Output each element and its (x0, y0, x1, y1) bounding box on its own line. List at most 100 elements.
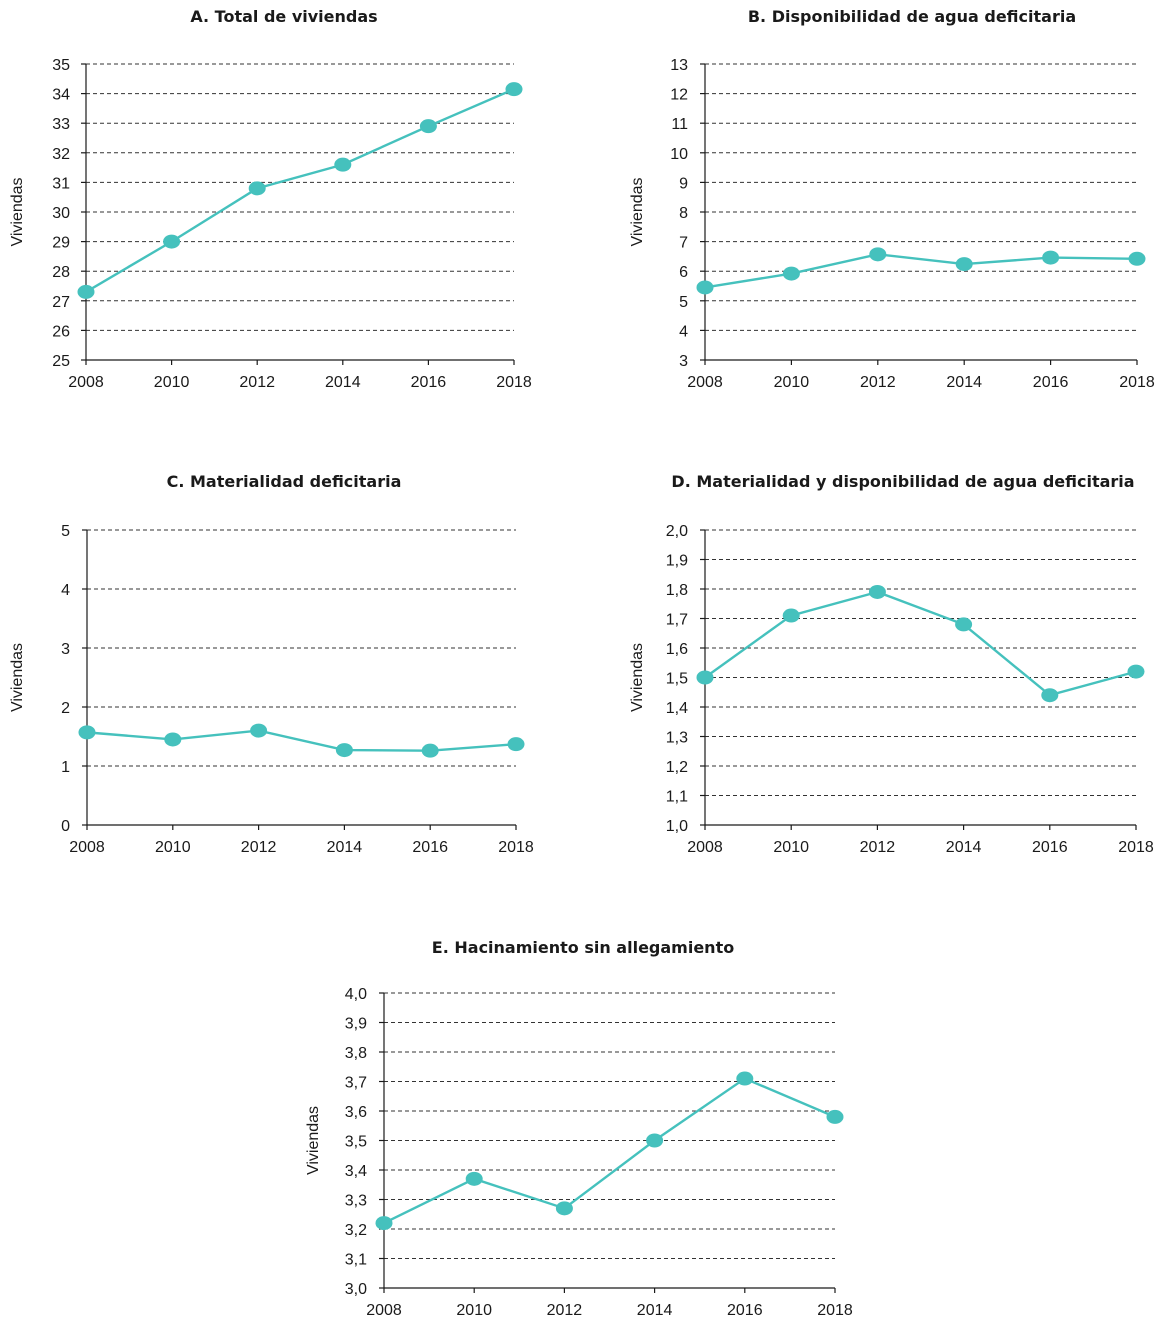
x-tick-label: 2008 (366, 1302, 402, 1319)
data-point (250, 723, 268, 738)
series-line (383, 1077, 836, 1225)
x-tick-label: 2010 (773, 839, 809, 856)
chart-panel: D. Materialidad y disponibilidad de agua… (629, 472, 1154, 856)
y-tick-label: 27 (52, 294, 70, 311)
y-tick-label: 3,1 (345, 1252, 367, 1269)
x-tick-label: 2012 (239, 374, 275, 391)
y-tick-label: 5 (679, 294, 688, 311)
y-tick-label: 3,3 (345, 1193, 367, 1210)
x-tick-label: 2012 (860, 374, 896, 391)
y-tick-label: 3,7 (345, 1075, 367, 1092)
y-tick-label: 7 (679, 235, 688, 252)
y-tick-label: 3,9 (345, 1016, 367, 1033)
y-tick-label: 10 (670, 146, 688, 163)
data-point (782, 608, 800, 623)
y-tick-label: 11 (671, 116, 688, 133)
data-point (1127, 664, 1145, 679)
y-tick-label: 3,6 (345, 1104, 367, 1121)
y-tick-label: 28 (52, 264, 70, 281)
x-tick-label: 2010 (154, 374, 190, 391)
y-tick-label: 1,6 (666, 641, 688, 658)
data-point (555, 1201, 573, 1216)
chart-title: E. Hacinamiento sin allegamiento (432, 938, 734, 957)
data-point (421, 743, 439, 758)
y-tick-label: 29 (52, 235, 70, 252)
x-tick-label: 2016 (1032, 839, 1068, 856)
y-tick-label: 4 (679, 323, 688, 340)
x-tick-label: 2012 (547, 1302, 583, 1319)
x-tick-label: 2010 (774, 374, 810, 391)
data-point (505, 82, 523, 97)
data-point (782, 266, 800, 281)
data-point (955, 617, 973, 632)
y-tick-label: 1,1 (666, 789, 688, 806)
y-tick-label: 12 (670, 87, 688, 104)
chart-panel: A. Total de viviendas Viviendas 25 26 27 28 29… (9, 7, 532, 391)
data-point (1128, 251, 1146, 266)
y-tick-label: 26 (52, 323, 70, 340)
series-line (85, 88, 515, 293)
y-axis-label: Viviendas (629, 643, 646, 712)
y-tick-label: 4,0 (345, 986, 367, 1003)
y-tick-label: 34 (52, 87, 70, 104)
y-tick-label: 31 (52, 175, 70, 192)
y-tick-label: 13 (670, 57, 688, 74)
data-point (419, 119, 437, 134)
data-point (696, 670, 714, 685)
y-tick-label: 1,4 (666, 700, 688, 717)
y-tick-label: 3,2 (345, 1222, 367, 1239)
data-point (826, 1109, 844, 1124)
x-tick-label: 2016 (411, 374, 447, 391)
y-tick-label: 0 (61, 818, 70, 835)
x-tick-label: 2008 (69, 839, 105, 856)
data-point (1041, 688, 1059, 703)
y-tick-label: 35 (52, 57, 70, 74)
y-tick-label: 3 (61, 641, 70, 658)
chart-title: D. Materialidad y disponibilidad de agua… (671, 472, 1134, 491)
data-point (736, 1071, 754, 1086)
data-point (465, 1171, 483, 1186)
data-point (164, 732, 182, 747)
y-tick-label: 3,0 (345, 1281, 367, 1298)
x-tick-label: 2016 (1033, 374, 1069, 391)
x-tick-label: 2012 (241, 839, 277, 856)
x-tick-label: 2010 (155, 839, 191, 856)
data-point (696, 280, 714, 295)
y-tick-label: 3 (679, 353, 688, 370)
x-tick-label: 2008 (68, 374, 104, 391)
x-tick-label: 2018 (1118, 839, 1154, 856)
x-tick-label: 2008 (687, 374, 723, 391)
y-tick-label: 2 (61, 700, 70, 717)
x-tick-label: 2010 (456, 1302, 492, 1319)
chart-title: B. Disponibilidad de agua deficitaria (748, 7, 1076, 26)
data-point (335, 743, 353, 758)
data-point (334, 157, 352, 172)
y-tick-label: 8 (679, 205, 688, 222)
y-tick-label: 4 (61, 582, 70, 599)
y-tick-label: 1,0 (666, 818, 688, 835)
x-tick-label: 2018 (496, 374, 532, 391)
y-axis-label: Viviendas (9, 643, 26, 712)
y-axis-label: Viviendas (9, 177, 26, 246)
x-tick-label: 2014 (946, 374, 982, 391)
x-tick-label: 2018 (817, 1302, 853, 1319)
data-point (507, 737, 525, 752)
x-tick-label: 2014 (946, 839, 982, 856)
chart-title: C. Materialidad deficitaria (167, 472, 402, 491)
y-tick-label: 1 (61, 759, 70, 776)
chart-panel: E. Hacinamiento sin allegamiento Vivienda… (305, 938, 853, 1319)
x-tick-label: 2018 (498, 839, 534, 856)
x-tick-label: 2008 (687, 839, 723, 856)
data-point (955, 257, 973, 272)
series-line (86, 729, 517, 752)
data-point (248, 181, 266, 196)
data-point (77, 284, 95, 299)
y-axis-label: Viviendas (305, 1106, 322, 1175)
data-point (869, 247, 887, 262)
chart-panel: C. Materialidad deficitaria Viviendas 0 1 2 3… (9, 472, 534, 856)
data-point (375, 1216, 393, 1231)
x-tick-label: 2016 (412, 839, 448, 856)
y-tick-label: 1,8 (666, 582, 688, 599)
y-tick-label: 3,5 (345, 1134, 367, 1151)
